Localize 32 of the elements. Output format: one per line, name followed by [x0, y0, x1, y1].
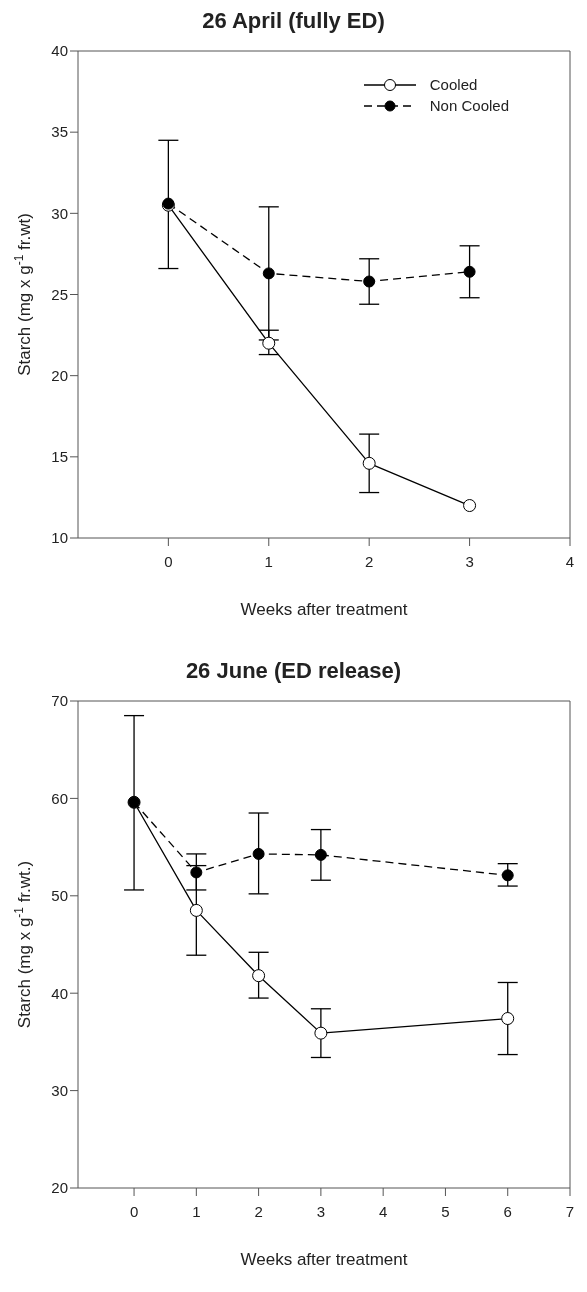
x-tick-label: 1 [264, 552, 273, 570]
x-tick-label: 5 [441, 1202, 450, 1220]
x-tick-label: 2 [254, 1202, 263, 1220]
y-tick-label: 10 [51, 529, 68, 547]
chart-title: 26 June (ED release) [184, 658, 403, 685]
y-tick-label: 40 [51, 984, 68, 1002]
x-axis-title: Weeks after treatment [240, 600, 408, 620]
y-tick-label: 25 [51, 285, 68, 303]
x-tick-label: 3 [465, 552, 474, 570]
x-tick-label: 3 [316, 1202, 326, 1220]
y-tick-label: 30 [51, 204, 68, 222]
x-axis-title: Weeks after treatment [240, 1250, 408, 1270]
x-tick-label: 1 [192, 1202, 201, 1220]
x-tick-label: 4 [378, 1202, 388, 1220]
x-tick-label: 0 [129, 1202, 139, 1220]
x-tick-label: 0 [164, 552, 173, 570]
x-tick-label: 6 [503, 1202, 512, 1220]
x-tick-label: 2 [365, 552, 374, 570]
legend-label: Cooled [429, 76, 478, 93]
y-tick-label: 35 [51, 123, 68, 141]
x-tick-label: 4 [565, 552, 575, 570]
chart-title: 26 April (fully ED) [201, 8, 386, 35]
legend-label: Non Cooled [429, 97, 509, 114]
y-tick-label: 40 [51, 42, 68, 60]
y-tick-label: 20 [51, 366, 68, 384]
y-tick-label: 50 [51, 887, 68, 905]
y-tick-label: 20 [51, 1179, 68, 1197]
y-tick-label: 30 [51, 1081, 68, 1099]
x-tick-label: 7 [565, 1202, 575, 1220]
y-tick-label: 60 [51, 789, 68, 807]
y-tick-label: 15 [51, 448, 68, 466]
y-tick-label: 70 [51, 692, 68, 710]
